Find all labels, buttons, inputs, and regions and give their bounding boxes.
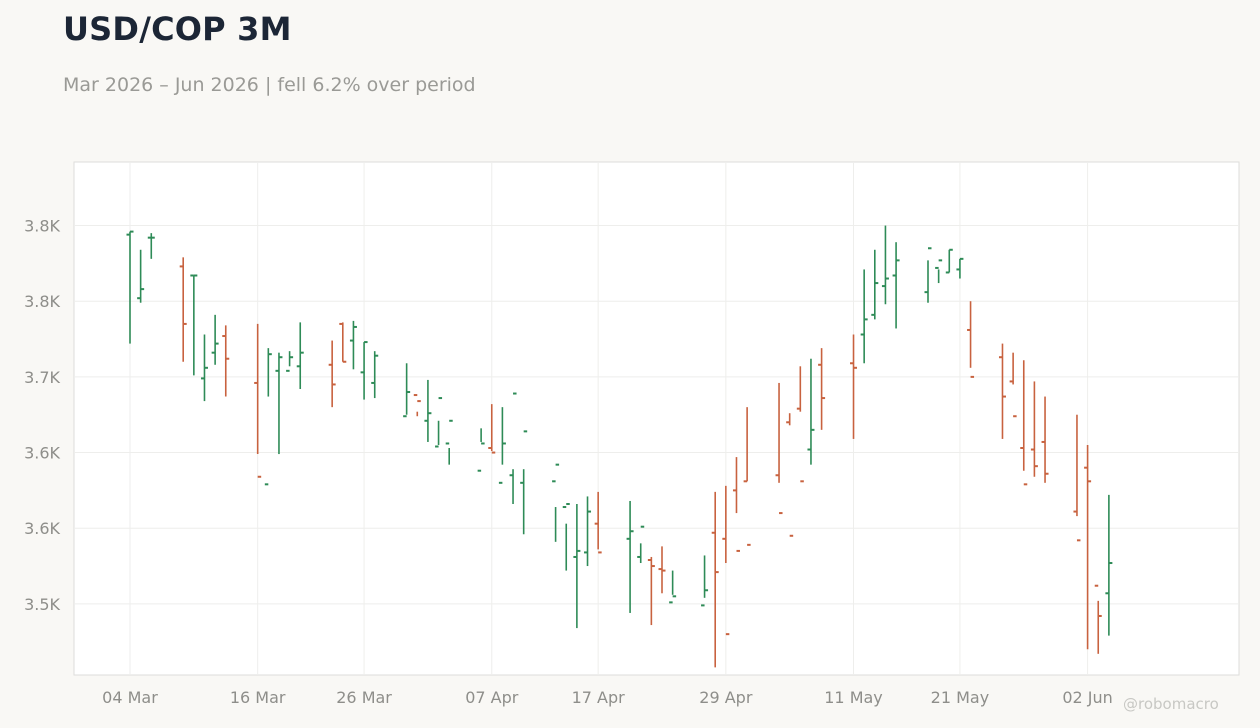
ohlc-bar [967,301,975,378]
ohlc-bar [658,546,666,594]
ohlc-bar [1084,444,1092,650]
x-tick-label: 29 Apr [699,688,753,707]
ohlc-bar [860,269,868,364]
ohlc-bar [552,463,560,542]
ohlc-bar [743,407,751,546]
y-tick-label: 3.5K [24,595,60,614]
ohlc-bar [349,320,357,370]
ohlc-bar [477,428,485,472]
x-tick-label: 11 May [824,688,883,707]
ohlc-bar [445,419,453,465]
ohlc-bar [818,348,826,430]
ohlc-bar [435,397,443,448]
ohlc-bar [573,504,581,629]
ohlc-bar [509,392,517,504]
ohlc-bar [626,500,634,613]
y-tick-label: 3.8K [24,217,60,236]
ohlc-bar [711,491,719,668]
y-tick-label: 3.6K [24,444,60,463]
ohlc-bars [126,225,1113,668]
x-tick-label: 26 Mar [336,688,392,707]
x-axis-labels: 04 Mar 16 Mar 26 Mar 07 Apr 17 Apr 29 Apr 11 M… [102,688,1113,707]
ohlc-bar [264,348,272,486]
y-tick-label: 3.8K [24,292,60,311]
x-tick-label: 21 May [931,688,990,707]
ohlc-bar [179,257,187,362]
y-axis-labels: 3.5K 3.6K 3.6K 3.7K 3.8K 3.8K [24,217,60,614]
ohlc-bar [137,249,145,303]
ohlc-bar [722,485,730,636]
ohlc-bar [424,379,432,442]
ohlc-bar [637,525,645,564]
ohlc-bar [275,352,283,455]
ohlc-bar [200,334,208,402]
ohlc-bar [924,247,932,303]
ohlc-bar [732,457,740,552]
ohlc-bar [850,334,858,439]
watermark: @robomacro [1123,695,1219,713]
chart-subtitle: Mar 2026 – Jun 2026 | fell 6.2% over per… [63,74,476,96]
ohlc-bar [498,407,506,484]
ohlc-bar [520,430,528,535]
ohlc-bar [998,343,1006,439]
ohlc-bar [669,570,677,604]
x-tick-label: 02 Jun [1062,688,1112,707]
ohlc-bar [296,322,304,389]
ohlc-bar [956,257,964,279]
ohlc-bar [126,230,134,344]
ohlc-bar [892,242,900,329]
x-tick-label: 04 Mar [102,688,158,707]
ohlc-bar [1105,494,1113,636]
ohlc-bar [584,496,592,567]
ohlc-bar [935,259,943,284]
ohlc-bar [360,341,368,400]
ohlc-bar [488,404,496,454]
ohlc-bar [807,358,815,465]
ohlc-bar [796,366,804,483]
ohlc-bar [339,322,347,363]
ohlc-bar [1094,584,1102,654]
ohlc-bar [190,274,198,376]
ohlc-bar [1073,414,1081,542]
ohlc-bar [562,503,570,571]
ohlc-bar [881,225,889,305]
ohlc-bar [945,248,953,274]
ohlc-bar [286,351,294,372]
ohlc-bar [786,413,794,537]
x-tick-label: 16 Mar [230,688,286,707]
ohlc-bar [1041,396,1049,483]
y-tick-label: 3.7K [24,368,60,387]
ohlc-bar [254,323,262,478]
ohlc-bar [647,556,655,626]
ohlc-bar [1030,381,1038,477]
grid-lines [74,162,1239,675]
y-tick-label: 3.6K [24,519,60,538]
ohlc-bar [147,233,155,259]
x-tick-label: 17 Apr [572,688,626,707]
ohlc-bar [594,491,602,554]
ohlc-bar [211,314,219,365]
ohlc-bar [328,340,336,408]
ohlc-bar [1020,360,1028,486]
ohlc-bar [701,555,709,607]
ohlc-bar [403,363,411,418]
x-tick-label: 07 Apr [465,688,519,707]
ohlc-bar [1009,352,1017,418]
chart-title: USD/COP 3M [63,10,292,48]
ohlc-bar [871,249,879,320]
ohlc-bar [222,325,230,397]
ohlc-bar [775,382,783,515]
plot-area [73,161,1240,676]
ohlc-bar [413,394,421,417]
ohlc-bar [371,351,379,399]
